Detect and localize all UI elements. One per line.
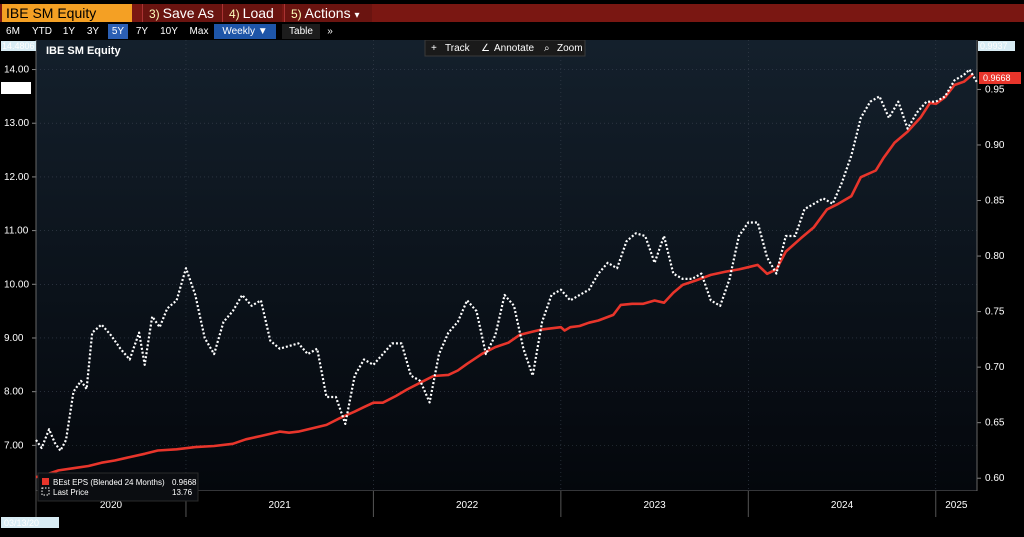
save-as-shortcut: 3): [149, 7, 160, 21]
legend: BEst EPS (Blended 24 Months) 0.9668 Last…: [37, 472, 199, 502]
right-tick-label: 0.90: [985, 140, 1005, 151]
load-button[interactable]: 4) Load: [222, 4, 282, 22]
annotate-icon: ∠: [481, 43, 490, 54]
eps-series-line: [35, 72, 975, 479]
left-tick-label: 14.00: [4, 65, 29, 76]
left-tick-label: 13.00: [4, 118, 29, 129]
price-series-line: [35, 68, 978, 452]
chart-toolbar: IBE SM Equity 3) Save As 4) Load 5) Actions…: [0, 4, 1024, 22]
x-tick-label: 2023: [643, 500, 666, 511]
left-tick-label: 7.00: [4, 440, 24, 451]
price-eps-chart: + Track ∠ Annotate ⌕ Zoom IBE SM Equity …: [1, 40, 1021, 528]
x-tick-label: 2024: [831, 500, 854, 511]
last-eps-value: 0.9668: [983, 73, 1011, 83]
left-tick-label: 11.00: [4, 226, 29, 237]
start-date-badge: [1, 517, 59, 528]
right-axis-top-badge: [978, 41, 1015, 51]
right-tick-label: 0.70: [985, 362, 1005, 373]
chevron-down-icon: ▾: [354, 10, 360, 21]
zoom-icon: ⌕: [544, 43, 550, 54]
legend-eps-label: BEst EPS (Blended 24 Months): [53, 478, 165, 487]
annotate-button[interactable]: Annotate: [494, 43, 534, 54]
save-as-label: Save As: [162, 5, 215, 21]
left-tick-label: 10.00: [4, 279, 29, 290]
right-axis: 0.60 0.65 0.70 0.75 0.80 0.85 0.90 0.95: [976, 40, 1005, 491]
x-tick-label: 2020: [100, 500, 123, 511]
period-ytd[interactable]: YTD: [32, 26, 52, 37]
right-tick-label: 0.95: [985, 84, 1005, 95]
left-tick-label: 9.00: [4, 333, 24, 344]
last-price-badge: [1, 82, 31, 94]
right-tick-label: 0.85: [985, 196, 1005, 207]
period-5y[interactable]: 5Y: [108, 24, 128, 39]
frequency-dropdown[interactable]: Weekly ▼: [214, 24, 276, 39]
plot-background: [36, 40, 977, 491]
period-6m[interactable]: 6M: [6, 26, 20, 37]
track-button[interactable]: Track: [445, 43, 471, 54]
load-shortcut: 4): [229, 7, 240, 21]
zoom-button[interactable]: Zoom: [557, 43, 583, 54]
left-tick-label: 8.00: [4, 387, 24, 398]
legend-price-value: 13.76: [172, 488, 193, 497]
last-eps-badge: [979, 72, 1021, 84]
period-7y[interactable]: 7Y: [135, 26, 149, 37]
track-icon: +: [431, 43, 437, 54]
left-tick-label: 12.00: [4, 172, 29, 183]
last-price-value: 13.76: [3, 83, 26, 93]
right-tick-label: 0.60: [985, 473, 1005, 484]
legend-price-label: Last Price: [53, 488, 89, 497]
chart-title: IBE SM Equity: [46, 45, 121, 57]
gridlines: [36, 40, 977, 491]
period-10y[interactable]: 10Y: [160, 26, 178, 37]
table-button[interactable]: Table: [282, 24, 320, 39]
right-tick-label: 0.65: [985, 418, 1005, 429]
legend-price-swatch: [41, 487, 50, 496]
ticker-field[interactable]: IBE SM Equity: [2, 4, 132, 22]
right-tick-label: 0.75: [985, 307, 1005, 318]
chart-tools: + Track ∠ Annotate ⌕ Zoom: [424, 40, 586, 57]
x-tick-label: 2021: [269, 500, 292, 511]
period-1y[interactable]: 1Y: [62, 26, 76, 37]
actions-button[interactable]: 5) Actions ▾: [284, 4, 372, 22]
legend-eps-value: 0.9668: [172, 478, 197, 487]
actions-shortcut: 5): [291, 7, 302, 21]
load-label: Load: [242, 5, 274, 21]
left-axis: 7.00 8.00 9.00 10.00 11.00 12.00 13.00 14.00: [4, 40, 37, 491]
right-axis-top-label: 0.9937: [980, 41, 1008, 51]
period-max[interactable]: Max: [189, 26, 209, 37]
left-axis-top-badge: [1, 41, 36, 51]
start-date-label: 03/13/20: [4, 518, 39, 528]
period-3y[interactable]: 3Y: [86, 26, 100, 37]
left-axis-top-label: 14.4806: [2, 41, 35, 51]
right-tick-label: 0.80: [985, 251, 1005, 262]
more-button[interactable]: »: [327, 26, 333, 37]
x-tick-label: 2022: [456, 500, 479, 511]
legend-eps-swatch: [42, 478, 49, 485]
x-tick-label: 2025: [945, 500, 968, 511]
actions-label: Actions: [304, 5, 351, 21]
